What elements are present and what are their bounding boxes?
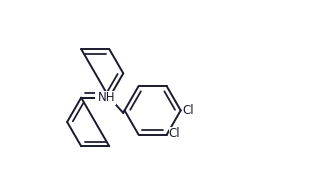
Text: NH: NH [98, 91, 115, 104]
Text: N: N [95, 91, 105, 104]
Text: Cl: Cl [169, 127, 180, 140]
Text: Cl: Cl [183, 104, 194, 117]
